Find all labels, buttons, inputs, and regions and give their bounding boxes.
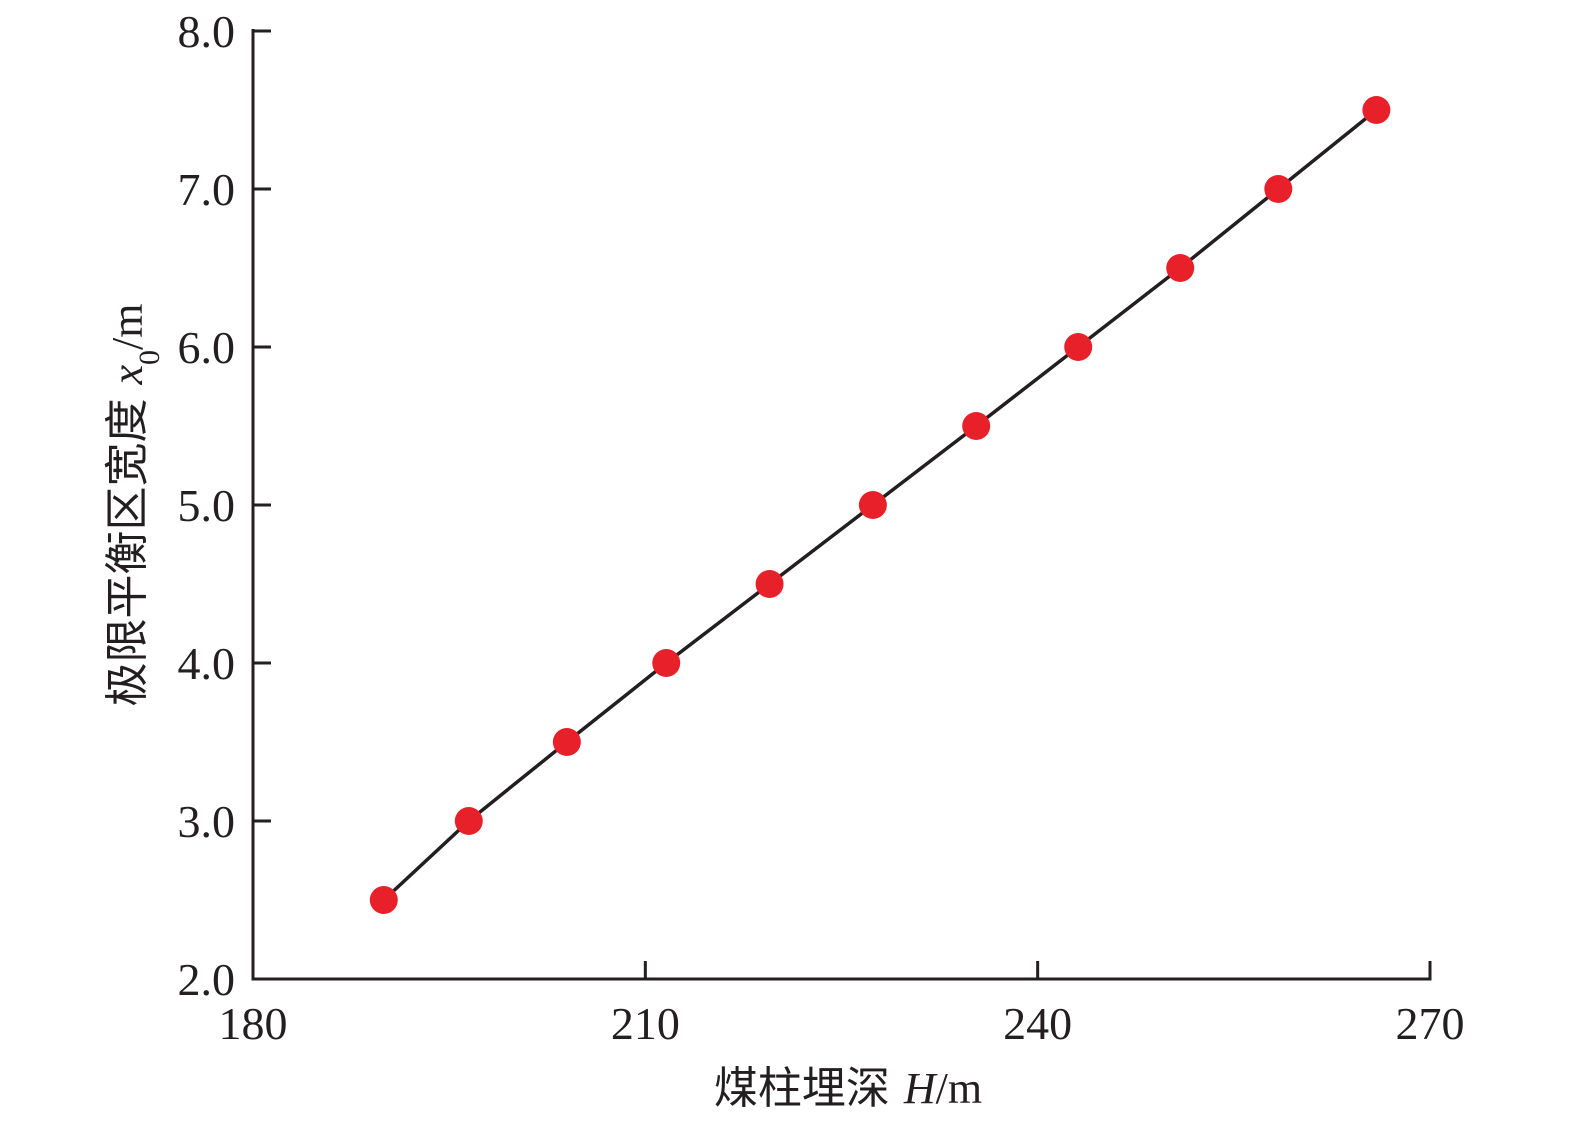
plot-area [369, 96, 1391, 914]
y-tick-label: 3.0 [178, 796, 236, 847]
y-tick-label: 4.0 [178, 638, 236, 689]
data-point [369, 886, 398, 914]
y-tick-label: 2.0 [178, 954, 236, 1005]
axes [251, 29, 1432, 981]
y-tick-label: 6.0 [178, 322, 236, 373]
data-point [454, 807, 483, 835]
x-tick-label: 210 [611, 998, 680, 1049]
data-point [552, 728, 581, 756]
data-point [858, 491, 887, 519]
data-point [1064, 333, 1093, 361]
y-tick-label: 5.0 [178, 480, 236, 531]
data-point [652, 649, 681, 677]
data-point [1362, 96, 1391, 124]
y-tick-label: 7.0 [178, 164, 236, 215]
x-tick-label: 270 [1396, 998, 1465, 1049]
y-axis-title-unit: /m [103, 304, 152, 350]
y-tick-label: 8.0 [178, 6, 236, 57]
y-axis-title: 极限平衡区宽度 x0/m [102, 304, 166, 707]
y-axis-title-subscript: 0 [133, 350, 166, 365]
x-axis-title-symbol: H [903, 1064, 938, 1113]
x-axis-title-prefix: 煤柱埋深 [714, 1063, 904, 1114]
x-tick-label: 240 [1003, 998, 1072, 1049]
data-point [1264, 175, 1293, 203]
x-tick-label: 180 [219, 998, 288, 1049]
x-axis-title: 煤柱埋深 H/m [714, 1063, 982, 1114]
x-axis-title-unit: /m [936, 1064, 982, 1113]
data-point [962, 412, 991, 440]
x-axis-ticks: 180 210 240 270 [219, 961, 1465, 1049]
y-axis-title-prefix: 极限平衡区宽度 [102, 384, 153, 706]
y-axis-title-symbol: x [103, 364, 152, 385]
data-point [1166, 254, 1195, 282]
data-point [755, 570, 784, 598]
y-axis-ticks: 2.0 3.0 4.0 5.0 6.0 7.0 8.0 [178, 6, 271, 1005]
